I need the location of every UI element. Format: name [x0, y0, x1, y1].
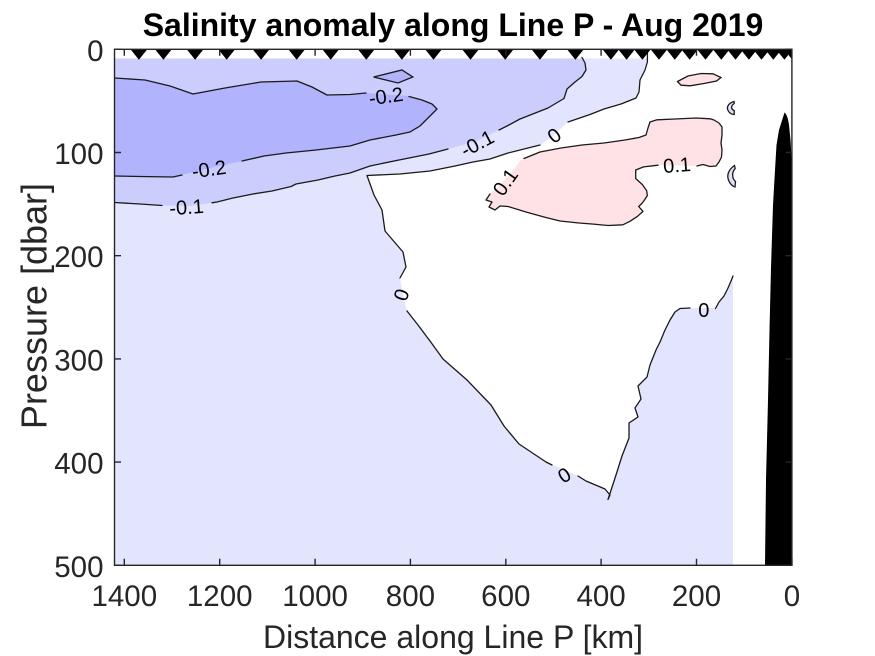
- svg-text:200: 200: [672, 580, 721, 613]
- svg-text:100: 100: [54, 138, 103, 171]
- svg-text:500: 500: [54, 551, 103, 584]
- svg-text:0: 0: [87, 35, 103, 68]
- svg-text:Salinity anomaly along Line P: Salinity anomaly along Line P - Aug 2019: [143, 7, 764, 43]
- svg-text:Pressure [dbar]: Pressure [dbar]: [14, 183, 55, 429]
- svg-text:200: 200: [54, 241, 103, 274]
- svg-text:600: 600: [481, 580, 530, 613]
- svg-text:-0.2: -0.2: [191, 157, 228, 184]
- svg-text:1000: 1000: [282, 580, 348, 613]
- svg-text:0: 0: [698, 300, 709, 322]
- svg-text:-0.1: -0.1: [169, 196, 205, 220]
- svg-text:1400: 1400: [91, 580, 157, 613]
- svg-text:0.1: 0.1: [662, 154, 691, 178]
- svg-text:400: 400: [576, 580, 625, 613]
- svg-text:300: 300: [54, 344, 103, 377]
- svg-text:800: 800: [386, 580, 435, 613]
- svg-text:-0.2: -0.2: [368, 84, 405, 111]
- svg-text:400: 400: [54, 448, 103, 481]
- svg-text:1200: 1200: [187, 580, 253, 613]
- svg-text:Distance along Line P [km]: Distance along Line P [km]: [263, 619, 643, 655]
- svg-text:0: 0: [784, 580, 800, 613]
